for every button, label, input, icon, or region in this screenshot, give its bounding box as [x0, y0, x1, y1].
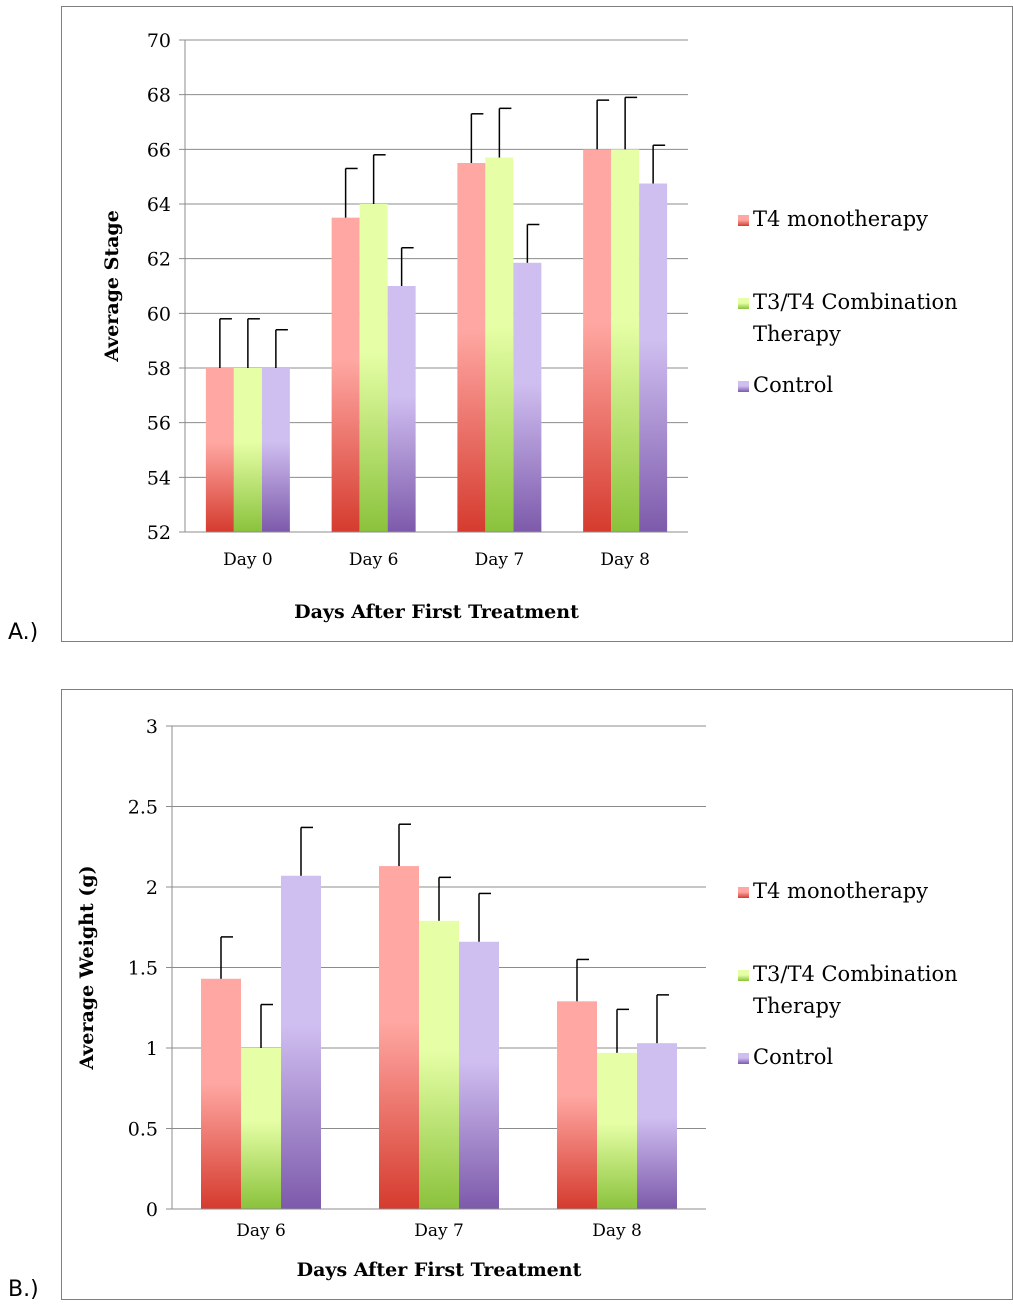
chart-a-y-tick-label: 52	[147, 522, 171, 544]
chart-a-bar-3-2	[387, 286, 416, 532]
chart-a-y-tick-label: 54	[147, 467, 171, 489]
chart-a-bar-2-1	[233, 368, 262, 532]
chart-a-x-tick-label: Day 0	[223, 550, 273, 570]
chart-a-x-axis-title: Days After First Treatment	[294, 601, 579, 623]
chart-a-y-tick-label: 60	[147, 303, 171, 325]
chart-a-legend-swatch-3	[738, 381, 749, 392]
chart-b-bar-2-3	[597, 1052, 637, 1209]
chart-a-y-tick-label: 56	[147, 413, 171, 435]
chart-a-bar-1-1	[205, 368, 234, 532]
chart-b-bar-1-2	[379, 866, 419, 1209]
chart-b-legend-swatch-3	[738, 1053, 749, 1064]
chart-b-legend-label-3: Control	[753, 1045, 833, 1069]
chart-b-bar-3-2	[459, 941, 499, 1209]
chart-a-legend-swatch-2	[738, 298, 749, 309]
chart-a-bar-2-3	[485, 157, 514, 533]
chart-b-bar-3-1	[281, 875, 321, 1209]
chart-a-y-tick-label: 64	[147, 194, 171, 216]
chart-b-y-tick-label: 0	[146, 1199, 158, 1221]
chart-b-y-tick-label: 1	[146, 1038, 158, 1060]
chart-b-bar-1-3	[557, 1001, 597, 1209]
chart-b-y-tick-label: 2	[146, 877, 158, 899]
chart-b-y-tick-label: 0.5	[128, 1119, 158, 1141]
chart-a-legend-swatch-1	[738, 215, 749, 226]
chart-b-bar-3-3	[637, 1043, 677, 1209]
chart-a-legend-label-1: T4 monotherapy	[753, 207, 928, 231]
panel-a-label: A.)	[8, 620, 39, 645]
chart-b-legend-label-2: T3/T4 Combination Therapy	[753, 962, 958, 1018]
chart-b-legend-swatch-2	[738, 970, 749, 981]
chart-b-x-tick-label: Day 8	[592, 1221, 642, 1241]
chart-a-y-tick-label: 62	[147, 249, 171, 271]
chart-a-legend-label-2: T3/T4 Combination Therapy	[753, 290, 958, 346]
chart-b-bar-2-2	[419, 920, 459, 1209]
chart-a-bar-1-2	[331, 217, 360, 532]
chart-a-bar-1-3	[457, 163, 486, 532]
chart-a-bar-2-4	[611, 149, 640, 533]
chart-a-x-tick-label: Day 6	[349, 550, 399, 570]
panel-b-label: B.)	[8, 1277, 39, 1302]
chart-a-y-tick-label: 70	[147, 30, 171, 52]
chart-a-y-tick-label: 66	[147, 139, 171, 161]
chart-a-x-tick-label: Day 7	[475, 550, 525, 570]
chart-b-y-tick-label: 1.5	[128, 958, 158, 980]
chart-a-bar-3-3	[513, 262, 542, 532]
chart-b-x-tick-label: Day 6	[236, 1221, 286, 1241]
chart-b-y-tick-label: 3	[146, 716, 158, 738]
chart-a-bar-2-2	[359, 204, 388, 532]
chart-b-x-tick-label: Day 7	[414, 1221, 464, 1241]
chart-a-y-axis-title: Average Stage	[101, 210, 123, 363]
chart-b-bar-2-1	[241, 1048, 281, 1209]
chart-b-legend-label-1: T4 monotherapy	[753, 879, 928, 903]
chart-a-y-tick-label: 58	[147, 358, 171, 380]
chart-a-bar-3-4	[639, 183, 668, 532]
chart-a-bar-1-4	[583, 149, 612, 533]
chart-b-legend-swatch-1	[738, 887, 749, 898]
chart-a-y-tick-label: 68	[147, 85, 171, 107]
chart-a-bar-3-1	[261, 368, 290, 532]
chart-a-legend-label-3: Control	[753, 373, 833, 397]
chart-b-y-tick-label: 2.5	[128, 797, 158, 819]
chart-a-x-tick-label: Day 8	[600, 550, 650, 570]
chart-b-x-axis-title: Days After First Treatment	[297, 1259, 582, 1281]
chart-b-bar-1-1	[201, 978, 241, 1209]
chart-b-y-axis-title: Average Weight (g)	[76, 865, 98, 1070]
